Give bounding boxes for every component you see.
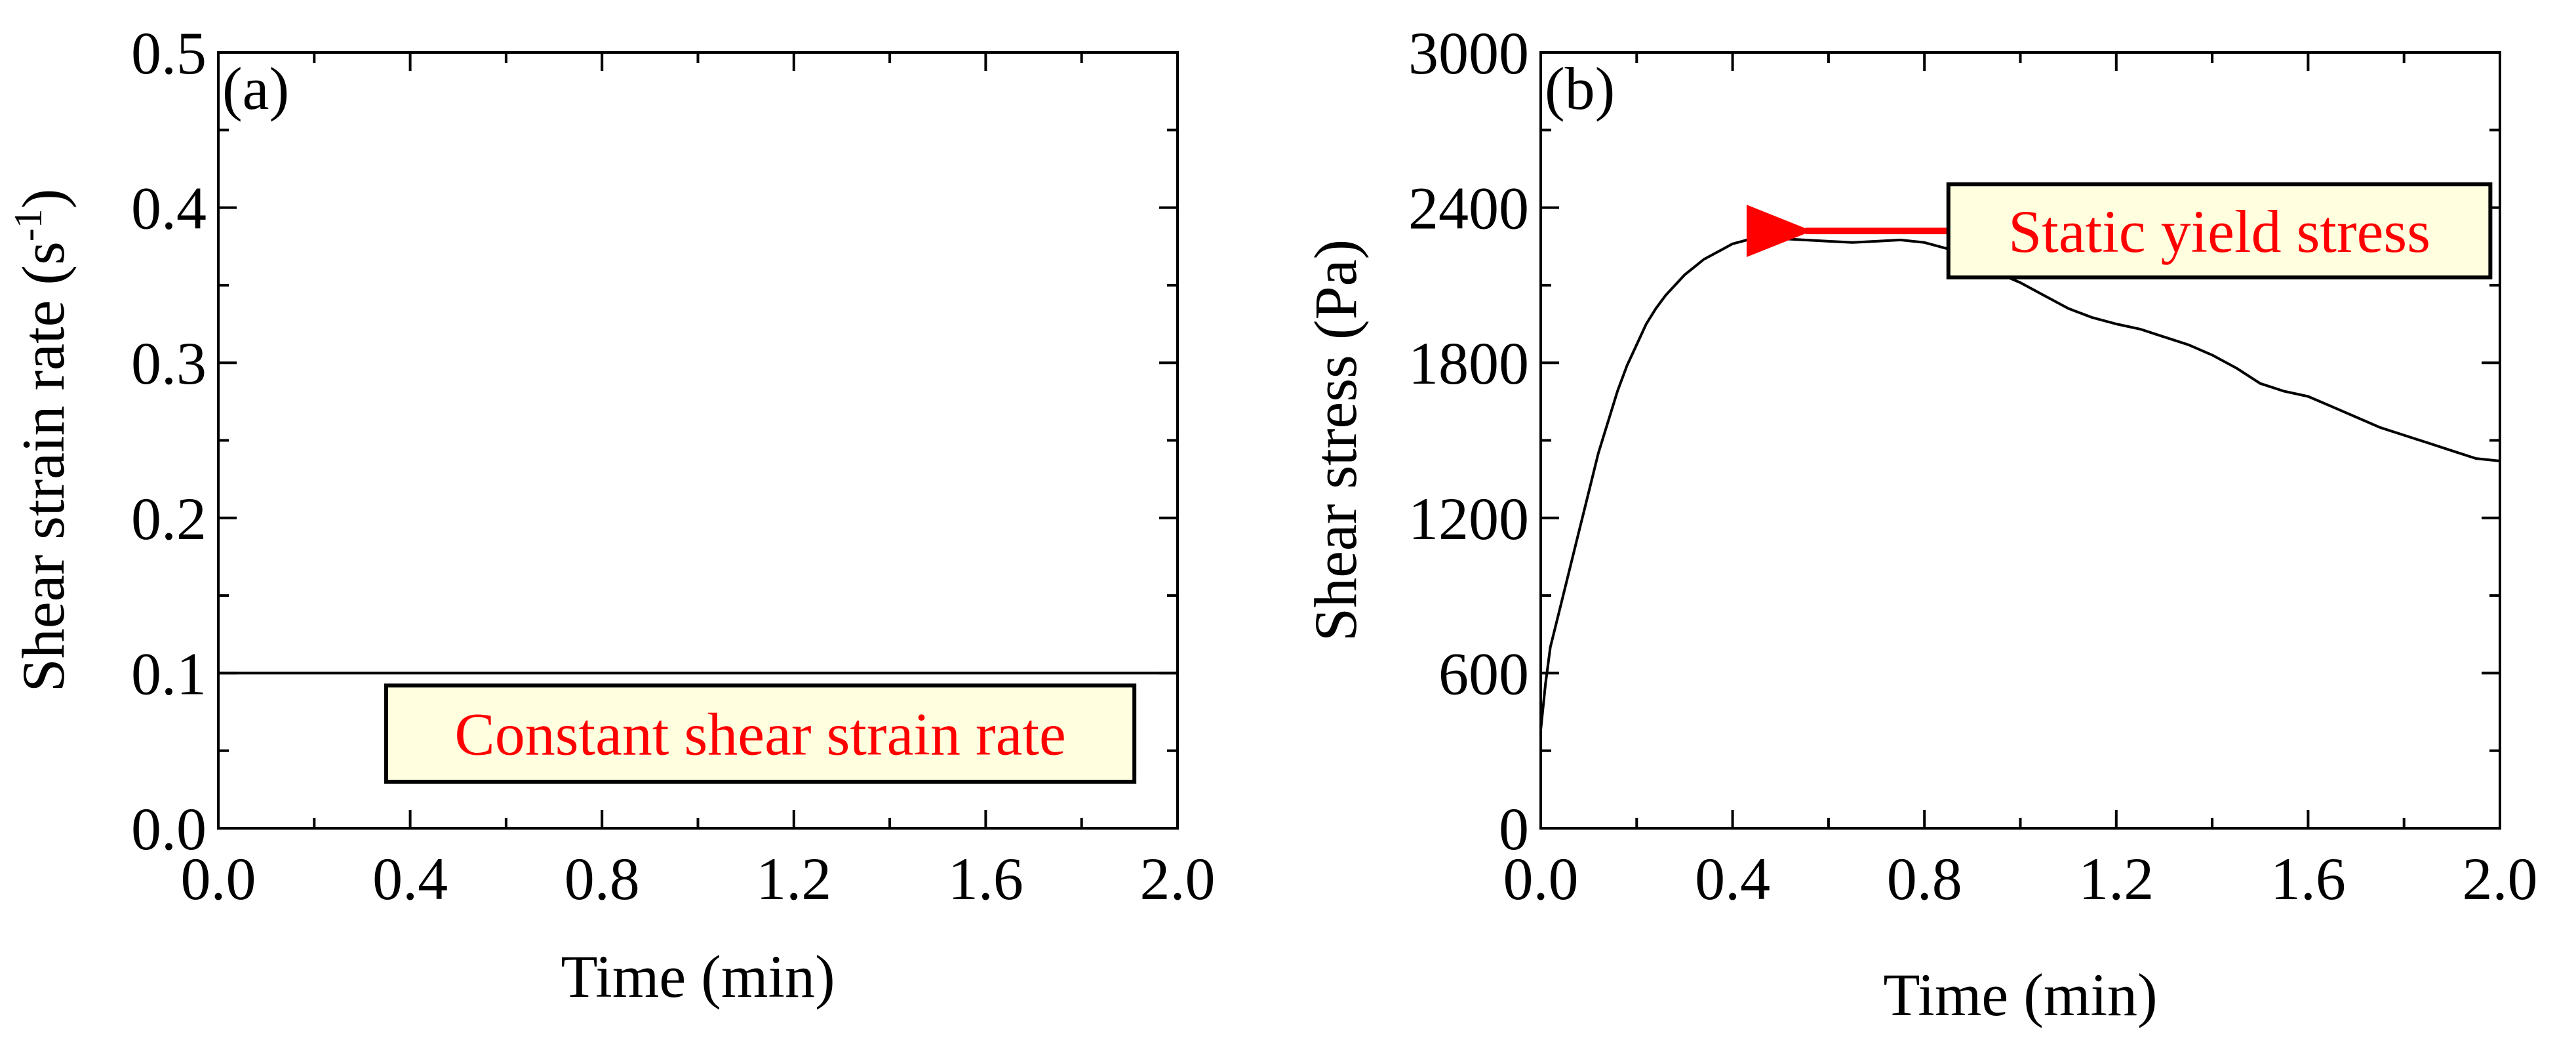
- panel-a-label: (a): [222, 55, 289, 122]
- y-tick-label: 3000: [1408, 20, 1529, 87]
- x-tick-label: 0.4: [372, 845, 448, 912]
- panel-a-annotation: Constant shear strain rate: [384, 683, 1137, 784]
- panel-b-chart: 0.0 0.4 0.8 1.2 1.6 2.0 06001200180024003000 …: [1302, 20, 2538, 1028]
- panel-a-annotation-text: Constant shear strain rate: [454, 701, 1066, 768]
- panel-b-annotation: Static yield stress: [1746, 182, 2493, 280]
- x-tick-label: 2.0: [2463, 845, 2538, 912]
- x-tick-label: 2.0: [1140, 845, 1216, 912]
- x-tick-label: 0.8: [565, 845, 640, 912]
- y-tick-label: 0.1: [131, 640, 207, 707]
- panel-b-x-tick-labels: 0.0 0.4 0.8 1.2 1.6 2.0: [1503, 845, 2538, 912]
- x-tick-label: 0.0: [1503, 845, 1579, 912]
- panel-a-y-axis-title-superscript: -1: [7, 209, 50, 241]
- panel-b-series: [1539, 235, 2501, 731]
- panel-a-x-tick-labels: 0.0 0.4 0.8 1.2 1.6 2.0: [181, 845, 1216, 912]
- y-tick-label: 1800: [1408, 330, 1529, 397]
- y-tick-label: 0.0: [131, 795, 207, 862]
- panel-a-y-axis-title-main: Shear strain rate (s: [10, 241, 77, 692]
- x-tick-label: 1.2: [756, 845, 831, 912]
- y-tick-label: 0: [1499, 795, 1529, 862]
- y-tick-label: 1200: [1408, 485, 1529, 552]
- panel-a-y-tick-labels: 0.0 0.1 0.2 0.3 0.4 0.5: [131, 20, 207, 862]
- x-tick-label: 1.6: [948, 845, 1023, 912]
- panel-b-x-axis-title: Time (min): [1883, 961, 2157, 1028]
- x-tick-label: 0.4: [1695, 845, 1770, 912]
- panel-a-chart: 0.0 0.4 0.8 1.2 1.6 2.0 0.0 0.1 0.2 0.3 0.4 0.5 (a…: [7, 20, 1216, 1010]
- x-tick-label: 1.2: [2078, 845, 2154, 912]
- y-tick-label: 0.2: [131, 485, 207, 552]
- y-tick-label: 0.4: [131, 175, 207, 242]
- y-tick-label: 0.3: [131, 330, 207, 397]
- x-tick-label: 0.8: [1887, 845, 1962, 912]
- panel-a-y-axis-title-suffix: ): [10, 189, 77, 209]
- series-line: [1539, 235, 2501, 731]
- y-tick-label: 2400: [1408, 175, 1529, 242]
- panel-b-y-axis-title: Shear stress (Pa): [1302, 239, 1369, 641]
- panel-a-y-axis-title: Shear strain rate (s-1): [7, 189, 77, 693]
- panel-a-annotation-box: [384, 683, 1137, 784]
- y-tick-label: 0.5: [131, 20, 207, 87]
- panel-b-annotation-text: Static yield stress: [2008, 198, 2430, 265]
- x-tick-label: 1.6: [2270, 845, 2346, 912]
- panel-b-y-tick-labels: 0 600 1200 1800 2400 3000: [1408, 20, 1529, 862]
- panel-a-plot-frame: [217, 51, 1179, 830]
- panel-b-annotation-box: [1946, 182, 2493, 280]
- panel-a-x-axis-title: Time (min): [561, 943, 835, 1010]
- panel-b-label: (b): [1545, 55, 1615, 122]
- y-tick-label: 600: [1438, 640, 1529, 707]
- panel-b-ticks: [1539, 51, 2501, 830]
- panel-b-plot-frame: [1539, 51, 2501, 830]
- x-tick-label: 0.0: [181, 845, 256, 912]
